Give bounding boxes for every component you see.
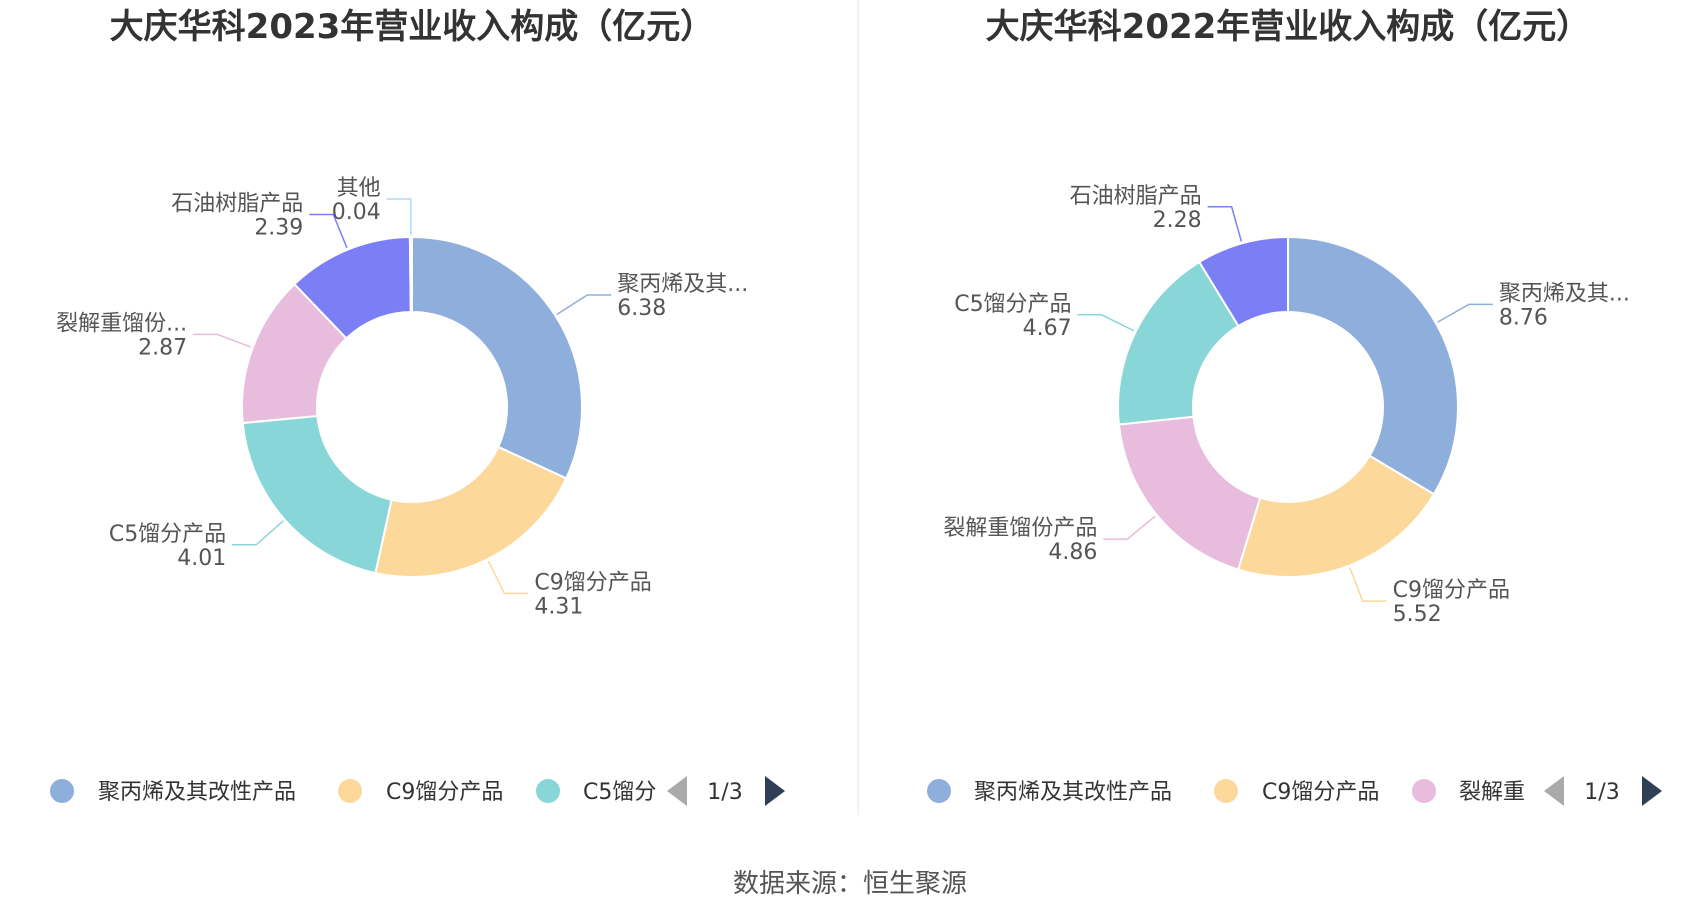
chart-2023-title: 大庆华科2023年营业收入构成（亿元）	[110, 7, 715, 47]
slice-value-1: 5.52	[1393, 602, 1442, 627]
slice-label-5: 其他	[337, 176, 381, 201]
slice-value-4: 2.39	[254, 215, 303, 240]
legend-item-0[interactable]: 聚丙烯及其改性产品	[98, 780, 296, 805]
legend-marker-0[interactable]	[50, 779, 74, 803]
legend-marker-2[interactable]	[1412, 779, 1436, 803]
slice-value-5: 0.04	[332, 200, 381, 225]
slice-label-3: 裂解重馏份...	[56, 311, 187, 336]
slice-5[interactable]	[408, 235, 413, 314]
slice-0[interactable]	[411, 235, 583, 480]
data-source: 数据来源：恒生聚源	[733, 869, 967, 899]
slice-label-4: 石油树脂产品	[1070, 184, 1202, 209]
slice-value-4: 2.28	[1153, 208, 1202, 233]
label-line-4	[309, 213, 348, 249]
chart-2023-slices	[241, 235, 583, 578]
slice-2[interactable]	[1117, 415, 1262, 571]
legend-marker-1[interactable]	[338, 779, 362, 803]
label-line-4	[1207, 206, 1243, 242]
chart-2022-legend: 聚丙烯及其改性产品 C9馏分产品 裂解重 1/3	[927, 776, 1662, 806]
legend-next-icon[interactable]	[765, 776, 785, 806]
legend-item-2[interactable]: 裂解重	[1459, 780, 1525, 805]
label-line-0	[556, 294, 612, 316]
slice-label-2: C5馏分产品	[109, 522, 226, 547]
legend-prev-icon[interactable]	[667, 776, 687, 806]
slice-value-2: 4.86	[1048, 540, 1097, 565]
label-line-5	[386, 198, 412, 236]
legend-marker-1[interactable]	[1214, 779, 1238, 803]
chart-2023-legend: 聚丙烯及其改性产品 C9馏分产品 C5馏分 1/3	[50, 776, 785, 806]
legend-item-2[interactable]: C5馏分	[583, 780, 656, 805]
slice-label-0: 聚丙烯及其...	[617, 272, 748, 297]
slice-4[interactable]	[1197, 235, 1289, 328]
slice-value-2: 4.01	[177, 546, 226, 571]
label-line-1	[487, 560, 529, 595]
legend-item-1[interactable]: C9馏分产品	[386, 780, 503, 805]
label-line-3	[1077, 314, 1135, 332]
label-line-3	[193, 333, 252, 348]
legend-marker-0[interactable]	[927, 779, 951, 803]
slice-0[interactable]	[1287, 235, 1459, 496]
chart-2023: 大庆华科2023年营业收入构成（亿元） 聚丙烯及其...6.38C9馏分产品4.…	[50, 7, 785, 806]
chart-2022: 大庆华科2022年营业收入构成（亿元） 聚丙烯及其...8.76C9馏分产品5.…	[927, 7, 1662, 806]
label-line-2	[1103, 515, 1156, 540]
legend-page: 1/3	[707, 780, 742, 805]
slice-value-3: 4.67	[1023, 316, 1072, 341]
slice-value-0: 6.38	[617, 296, 666, 321]
slice-label-3: C5馏分产品	[954, 292, 1071, 317]
slice-2[interactable]	[241, 414, 393, 575]
slice-label-1: C9馏分产品	[534, 570, 651, 595]
chart-2022-slices	[1117, 235, 1459, 578]
label-line-1	[1349, 567, 1387, 602]
legend-marker-2[interactable]	[536, 779, 560, 803]
legend-item-0[interactable]: 聚丙烯及其改性产品	[974, 780, 1172, 805]
slice-label-0: 聚丙烯及其...	[1499, 281, 1630, 306]
slice-value-1: 4.31	[534, 594, 583, 619]
label-line-2	[232, 520, 284, 546]
slice-1[interactable]	[374, 445, 568, 578]
legend-page: 1/3	[1584, 780, 1619, 805]
slice-label-4: 石油树脂产品	[171, 191, 303, 216]
slice-1[interactable]	[1236, 454, 1436, 578]
label-line-0	[1437, 303, 1493, 323]
legend-next-icon[interactable]	[1642, 776, 1662, 806]
slice-value-0: 8.76	[1499, 305, 1548, 330]
chart-2022-title: 大庆华科2022年营业收入构成（亿元）	[986, 7, 1591, 47]
legend-item-1[interactable]: C9馏分产品	[1262, 780, 1379, 805]
slice-value-3: 2.87	[138, 335, 187, 360]
slice-label-2: 裂解重馏份产品	[943, 516, 1097, 541]
slice-label-1: C9馏分产品	[1393, 578, 1510, 603]
legend-prev-icon[interactable]	[1544, 776, 1564, 806]
